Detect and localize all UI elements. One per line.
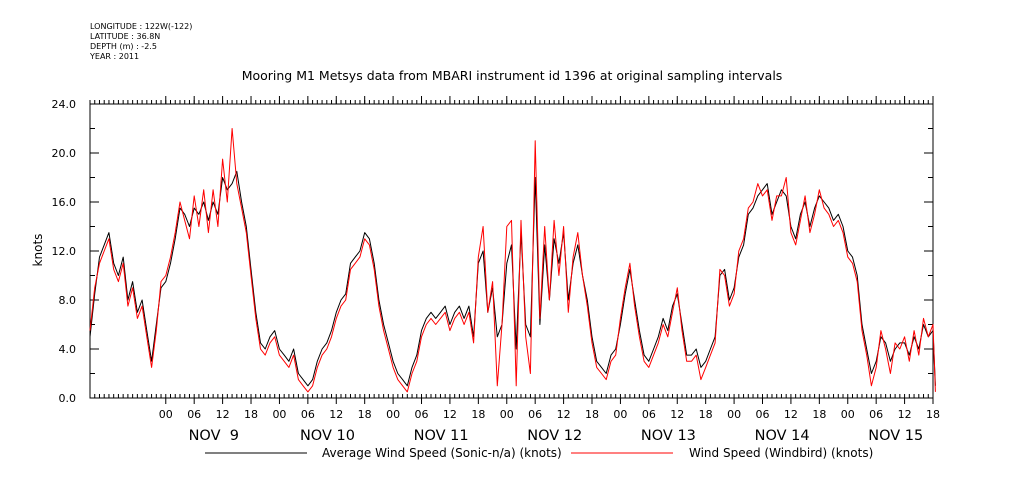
legend-label-average: Average Wind Speed (Sonic-n/a) (knots) [322, 446, 562, 460]
metadata-block: LONGITUDE : 122W(-122) LATITUDE : 36.8N … [89, 22, 192, 61]
y-tick-label: 20.0 [52, 147, 77, 160]
x-tick-label: 00 [386, 408, 400, 421]
x-tick-label: 12 [329, 408, 343, 421]
x-tick-label: 06 [869, 408, 883, 421]
legend: Average Wind Speed (Sonic-n/a) (knots) W… [205, 446, 873, 460]
meta-latitude: LATITUDE : 36.8N [90, 32, 160, 41]
x-tick-label: 12 [216, 408, 230, 421]
series-windbird-wind-speed-line [89, 128, 936, 393]
y-tick-label: 16.0 [52, 196, 77, 209]
series-layer [89, 128, 936, 393]
x-day-label: NOV 10 [300, 428, 355, 444]
x-tick-label: 00 [613, 408, 627, 421]
x-tick-label: 12 [898, 408, 912, 421]
y-tick-label: 12.0 [52, 245, 77, 258]
x-tick-label: 06 [642, 408, 656, 421]
x-tick-label: 18 [699, 408, 713, 421]
x-tick-label: 18 [471, 408, 485, 421]
x-tick-label: 00 [841, 408, 855, 421]
x-tick-label: 00 [727, 408, 741, 421]
chart-title: Mooring M1 Metsys data from MBARI instru… [242, 68, 783, 83]
x-tick-label: 00 [159, 408, 173, 421]
x-axis: 00 06 12 18 00 06 12 18 00 06 12 18 00 06 12 18 00 06 12 18… [89, 96, 940, 444]
x-day-label: NOV 11 [414, 428, 469, 444]
x-tick-label: 06 [187, 408, 201, 421]
x-tick-label: 12 [557, 408, 571, 421]
meta-longitude: LONGITUDE : 122W(-122) [90, 22, 192, 31]
x-tick-label: 18 [926, 408, 940, 421]
x-tick-label: 00 [500, 408, 514, 421]
meta-depth: DEPTH (m) : -2.5 [90, 42, 157, 51]
x-tick-label: 06 [756, 408, 770, 421]
x-tick-label: 18 [585, 408, 599, 421]
x-tick-label: 12 [784, 408, 798, 421]
x-tick-label: 12 [670, 408, 684, 421]
x-tick-label: 06 [301, 408, 315, 421]
x-day-label: NOV 13 [641, 428, 696, 444]
x-day-label: NOV 12 [527, 428, 582, 444]
y-tick-label: 4.0 [59, 343, 77, 356]
y-axis-label: knots [31, 234, 45, 267]
legend-label-windbird: Wind Speed (Windbird) (knots) [689, 446, 873, 460]
x-day-label: NOV 9 [189, 428, 239, 444]
x-day-label: NOV 15 [868, 428, 923, 444]
meta-year: YEAR : 2011 [89, 52, 139, 61]
x-tick-label: 18 [812, 408, 826, 421]
x-tick-label: 12 [443, 408, 457, 421]
x-tick-label: 00 [272, 408, 286, 421]
x-tick-label: 18 [244, 408, 258, 421]
x-tick-label: 06 [528, 408, 542, 421]
x-tick-label: 18 [358, 408, 372, 421]
y-tick-label: 24.0 [52, 98, 77, 111]
x-day-label: NOV 14 [755, 428, 810, 444]
y-axis: 0.0 4.0 8.0 12.0 16.0 20.0 24.0 [52, 98, 933, 405]
y-tick-label: 0.0 [59, 392, 77, 405]
x-tick-label: 06 [415, 408, 429, 421]
y-tick-label: 8.0 [59, 294, 77, 307]
